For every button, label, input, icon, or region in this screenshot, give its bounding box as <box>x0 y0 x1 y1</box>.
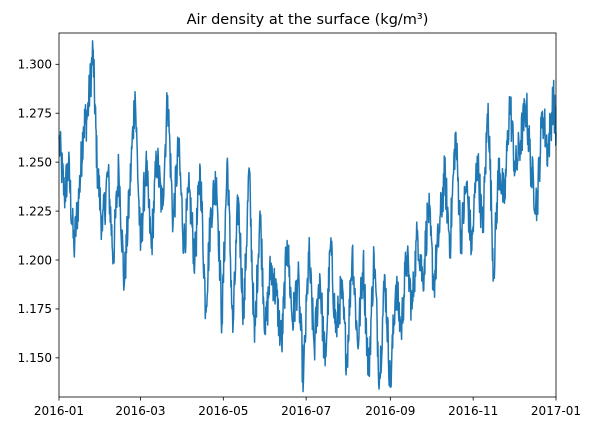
x-tick-label: 2016-01 <box>34 404 84 418</box>
y-tick-label: 1.300 <box>18 58 52 72</box>
x-tick-label: 2016-11 <box>448 404 498 418</box>
y-tick-label: 1.175 <box>18 302 52 316</box>
x-tick-label: 2016-07 <box>281 404 331 418</box>
x-tick-label: 2017-01 <box>531 404 581 418</box>
chart-title: Air density at the surface (kg/m³) <box>187 12 429 28</box>
y-tick-label: 1.225 <box>18 204 52 218</box>
y-tick-label: 1.275 <box>18 107 52 121</box>
x-tick-label: 2016-05 <box>198 404 248 418</box>
y-tick-label: 1.150 <box>18 351 52 365</box>
y-tick-label: 1.250 <box>18 155 52 169</box>
y-tick-label: 1.200 <box>18 253 52 267</box>
x-tick-label: 2016-09 <box>365 404 415 418</box>
x-tick-label: 2016-03 <box>115 404 165 418</box>
